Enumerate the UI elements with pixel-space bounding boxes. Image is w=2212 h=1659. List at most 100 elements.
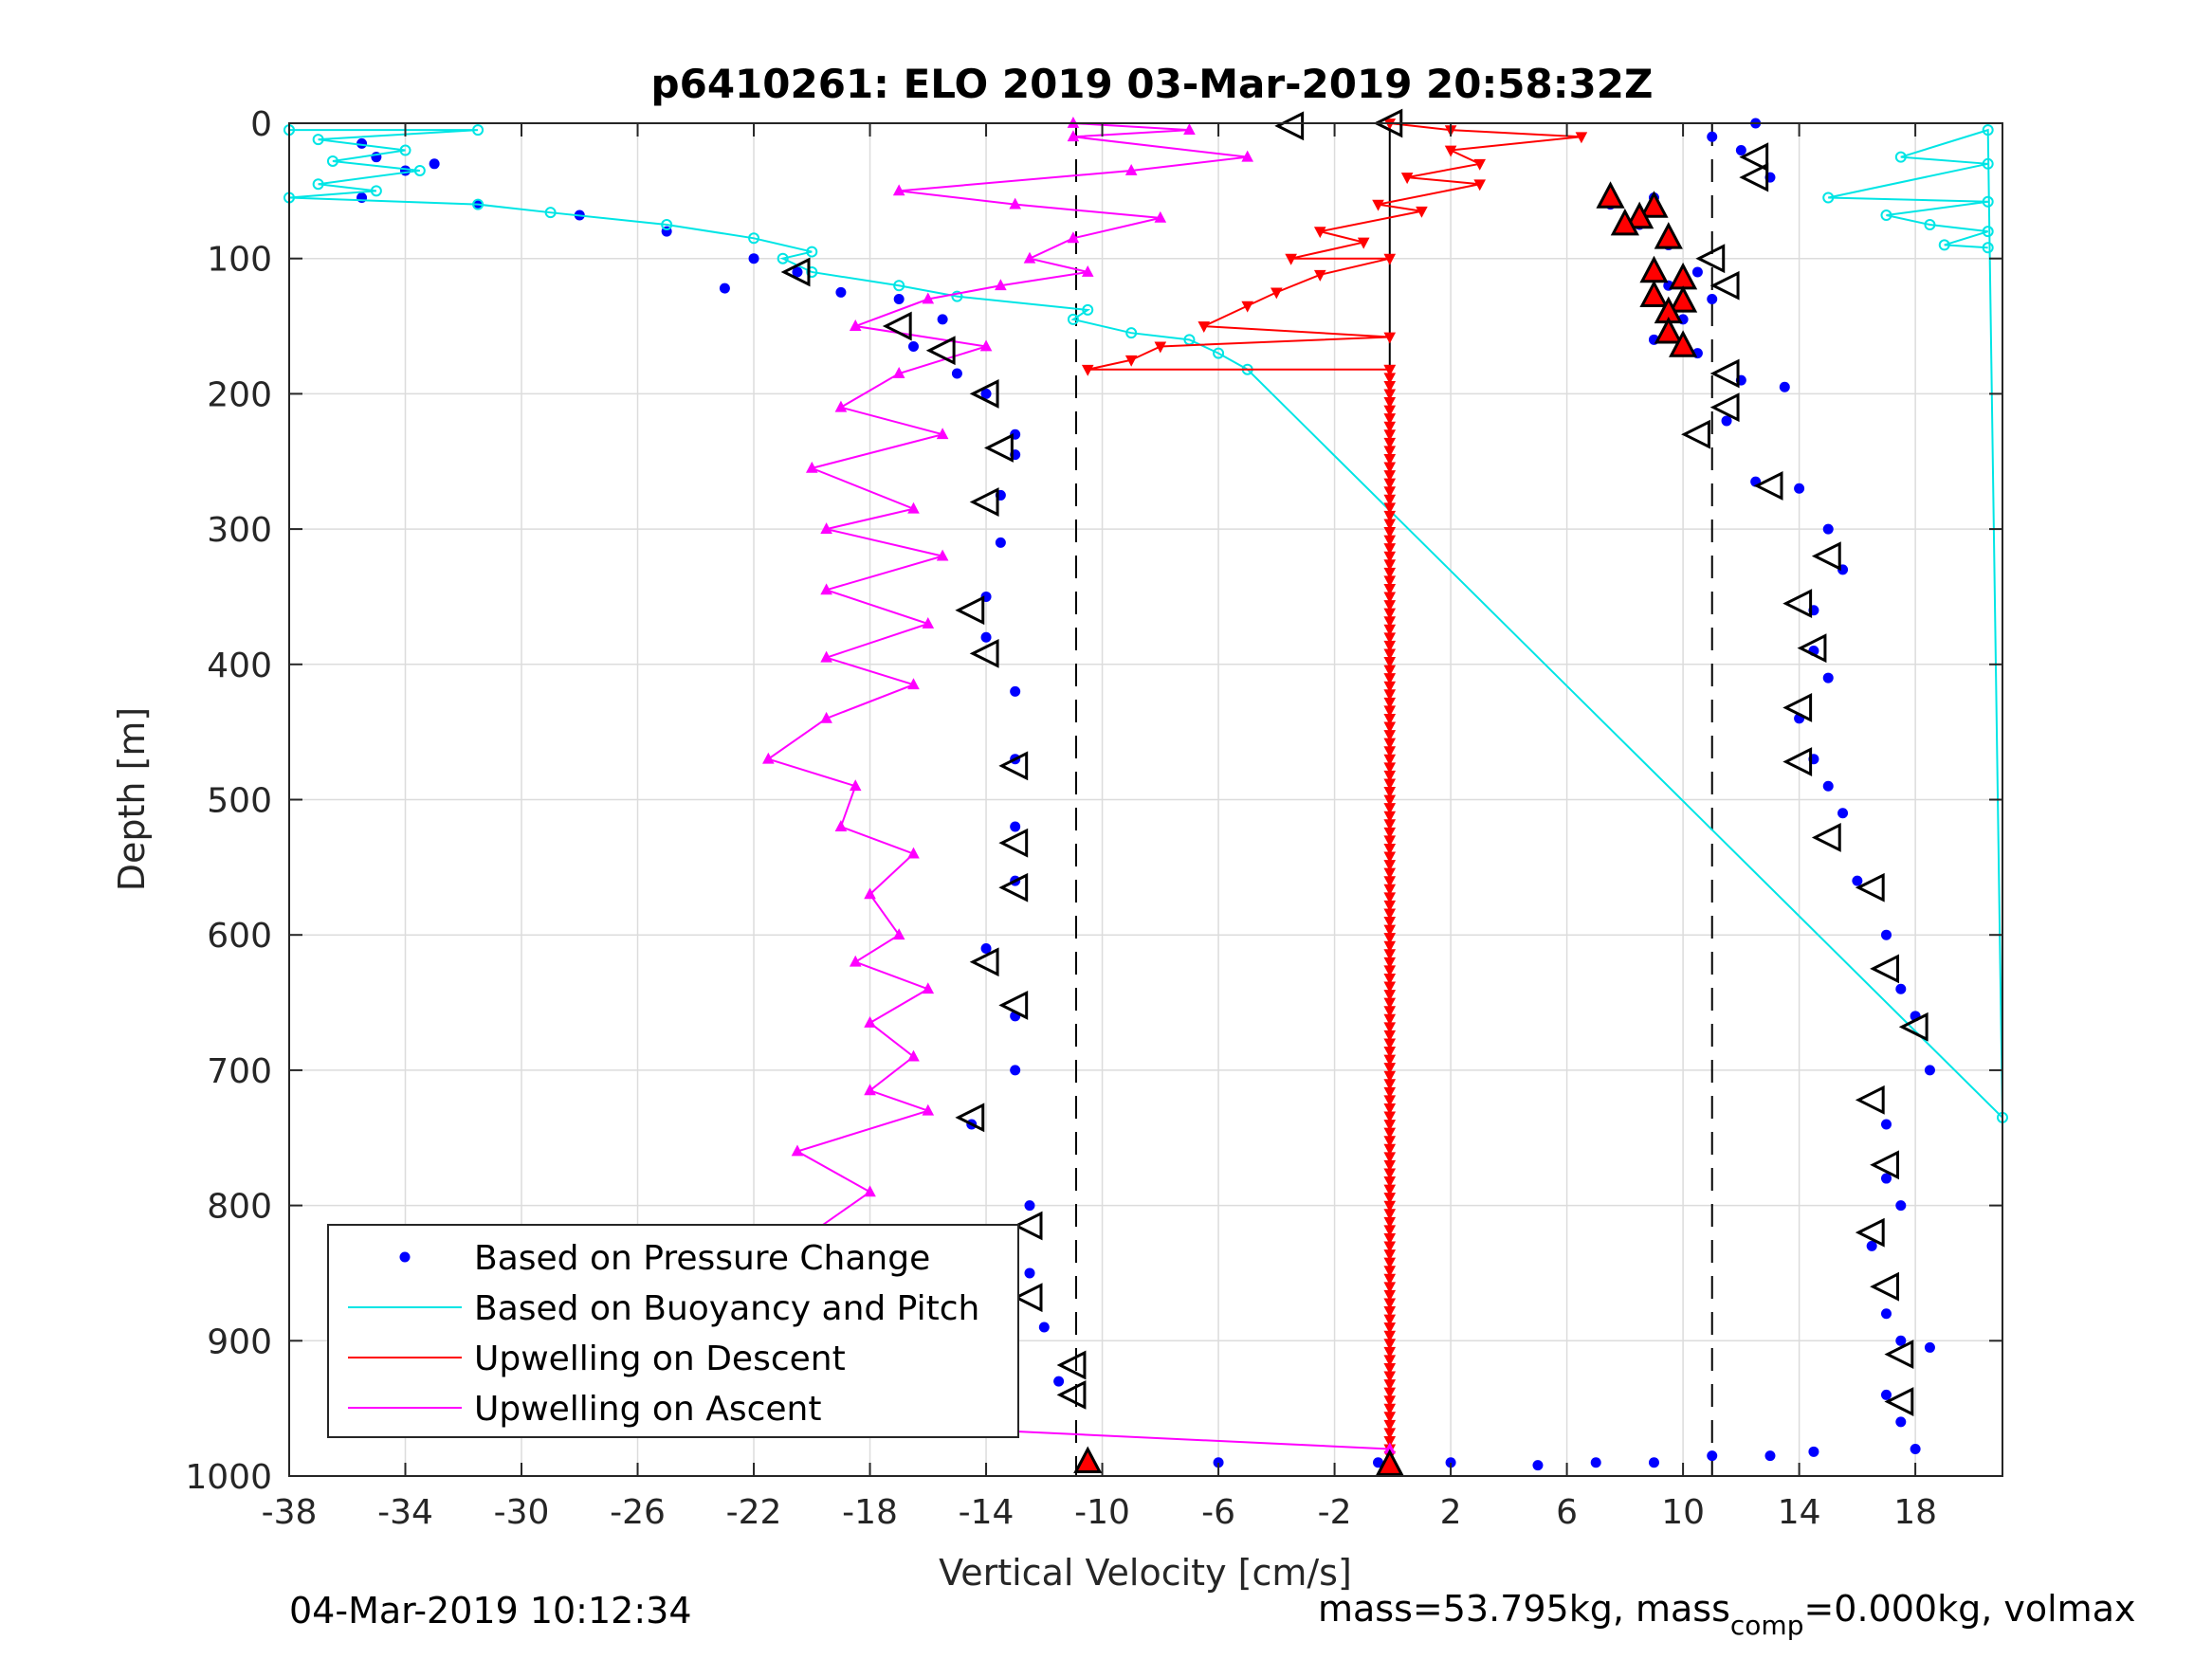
data-point bbox=[980, 631, 992, 643]
x-tick-label: -26 bbox=[610, 1493, 666, 1532]
x-tick-label: -38 bbox=[262, 1493, 318, 1532]
data-point bbox=[1383, 835, 1397, 848]
data-point bbox=[1383, 1273, 1397, 1285]
filled-triangle-marker bbox=[1610, 208, 1639, 236]
data-point bbox=[1383, 421, 1397, 433]
data-point bbox=[719, 283, 730, 294]
y-axis-label: Depth [m] bbox=[111, 707, 153, 892]
data-point bbox=[1383, 1209, 1397, 1221]
data-point bbox=[1648, 1457, 1659, 1468]
data-point bbox=[1383, 665, 1397, 677]
x-tick-label: -22 bbox=[726, 1493, 782, 1532]
data-point bbox=[1125, 327, 1138, 339]
data-point bbox=[1383, 453, 1397, 465]
data-point bbox=[1383, 867, 1397, 880]
data-point bbox=[1735, 145, 1746, 156]
filled-triangle-marker bbox=[1639, 280, 1669, 307]
data-point bbox=[1880, 210, 1892, 222]
data-point bbox=[907, 340, 919, 352]
open-triangle-marker bbox=[1782, 589, 1813, 619]
legend-entry[interactable]: Based on Pressure Change bbox=[399, 1239, 931, 1278]
legend-entry[interactable]: Based on Buoyancy and Pitch bbox=[348, 1289, 979, 1328]
data-point bbox=[1383, 1013, 1397, 1026]
open-triangle-marker bbox=[1709, 358, 1740, 389]
open-triangle-marker bbox=[1753, 471, 1783, 501]
data-point bbox=[1982, 226, 1994, 238]
data-point bbox=[1383, 608, 1397, 620]
data-point bbox=[1866, 1240, 1877, 1251]
legend-swatch bbox=[399, 1251, 411, 1263]
data-point bbox=[1383, 1387, 1397, 1399]
data-point bbox=[1383, 1403, 1397, 1415]
filled-triangle-marker bbox=[1639, 191, 1669, 218]
data-point bbox=[1383, 1249, 1397, 1261]
data-point bbox=[1691, 266, 1703, 278]
data-point bbox=[1383, 1127, 1397, 1139]
data-point bbox=[1822, 780, 1834, 792]
data-point bbox=[1383, 1103, 1397, 1115]
data-point bbox=[1383, 413, 1397, 426]
data-point bbox=[820, 522, 832, 534]
data-point bbox=[1924, 1065, 1935, 1076]
data-point bbox=[1383, 721, 1397, 734]
data-point bbox=[792, 266, 803, 278]
data-point bbox=[1383, 1379, 1397, 1391]
data-point bbox=[1383, 527, 1397, 538]
data-point bbox=[1383, 990, 1397, 1001]
data-point bbox=[1383, 1159, 1397, 1172]
data-point bbox=[1575, 132, 1588, 144]
data-point bbox=[1383, 551, 1397, 563]
open-triangle-marker bbox=[1739, 142, 1769, 173]
data-point bbox=[1383, 373, 1397, 385]
data-point bbox=[1880, 1308, 1892, 1320]
x-axis-label: Vertical Velocity [cm/s] bbox=[939, 1552, 1352, 1594]
filled-triangle-marker bbox=[1669, 330, 1698, 357]
data-point bbox=[1416, 206, 1428, 218]
data-point bbox=[1383, 1120, 1397, 1131]
data-point bbox=[400, 165, 411, 176]
legend[interactable]: Based on Pressure Change Based on Buoyanc… bbox=[327, 1224, 1019, 1438]
series-upwelling-on-descent bbox=[1081, 118, 1588, 1463]
y-tick-label: 600 bbox=[207, 917, 272, 956]
data-point bbox=[1444, 145, 1457, 157]
data-point bbox=[1473, 179, 1487, 191]
open-triangle-marker bbox=[1870, 1271, 1899, 1302]
data-point bbox=[1383, 253, 1397, 265]
data-point bbox=[1383, 949, 1397, 961]
filled-triangle-marker bbox=[1073, 1446, 1103, 1474]
open-triangle-marker bbox=[969, 487, 999, 517]
data-point bbox=[1383, 1282, 1397, 1294]
data-point bbox=[1880, 1119, 1892, 1130]
legend-entry[interactable]: Upwelling on Ascent bbox=[348, 1390, 821, 1429]
data-point bbox=[1383, 1047, 1397, 1058]
x-tick-label: -10 bbox=[1074, 1493, 1130, 1532]
data-point bbox=[1383, 510, 1397, 522]
data-point bbox=[1383, 1232, 1397, 1245]
data-point bbox=[1383, 1136, 1397, 1148]
data-point bbox=[1383, 1266, 1397, 1278]
data-point bbox=[1383, 730, 1397, 742]
data-point bbox=[1383, 1298, 1397, 1310]
open-triangle-marker bbox=[969, 638, 999, 668]
data-point bbox=[1880, 1389, 1892, 1400]
open-triangle-marker bbox=[1855, 872, 1885, 902]
data-point bbox=[1707, 294, 1718, 305]
legend-entries: Based on Pressure Change Based on Buoyanc… bbox=[348, 1239, 979, 1429]
y-tick-label: 800 bbox=[207, 1188, 272, 1227]
open-triangle-marker bbox=[1811, 823, 1841, 852]
data-point bbox=[1383, 583, 1397, 595]
chart-title: p6410261: ELO 2019 03-Mar-2019 20:58:32Z bbox=[651, 61, 1654, 107]
legend-entry[interactable]: Upwelling on Descent bbox=[348, 1340, 846, 1378]
data-point bbox=[1383, 973, 1397, 985]
data-point bbox=[1982, 242, 1994, 254]
data-point bbox=[1895, 983, 1907, 994]
filled-triangle-marker bbox=[1654, 222, 1683, 249]
y-tick-label: 100 bbox=[207, 241, 272, 280]
open-triangle-marker bbox=[925, 336, 956, 366]
data-point bbox=[979, 339, 993, 352]
legend-label: Based on Pressure Change bbox=[474, 1239, 930, 1278]
data-point bbox=[1024, 1267, 1035, 1279]
data-point bbox=[1383, 1022, 1397, 1034]
data-point bbox=[1383, 827, 1397, 839]
x-ticks: -38 -34 -30 -26 -22 -18 -14 -10 -6 -2 2 6 10 14 18 bbox=[262, 123, 1937, 1532]
